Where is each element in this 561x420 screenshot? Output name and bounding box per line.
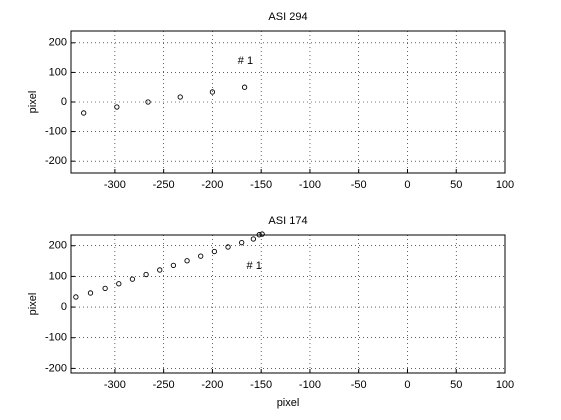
point — [209, 89, 216, 95]
y-tick-label: 200 — [49, 37, 67, 49]
point — [73, 294, 79, 300]
point — [239, 240, 245, 246]
x-axis-label: pixel — [277, 397, 300, 409]
point — [81, 110, 87, 116]
plot-frame — [70, 234, 506, 374]
y-tick-label: 0 — [61, 96, 67, 108]
point — [157, 267, 163, 273]
x-tick-label: -300 — [104, 379, 126, 391]
x-tick-label: 0 — [404, 379, 410, 391]
point — [250, 236, 257, 242]
x-tick-label: -250 — [153, 379, 175, 391]
y-tick-label: 0 — [61, 301, 67, 313]
x-tick-label: -50 — [351, 179, 367, 191]
point — [211, 248, 218, 255]
x-tick-label: -150 — [250, 179, 272, 191]
y-axis-label: pixel — [27, 293, 39, 316]
point — [114, 104, 120, 110]
point — [198, 253, 204, 259]
point — [259, 231, 265, 237]
point — [170, 262, 177, 269]
x-tick-label: -200 — [201, 179, 223, 191]
annotation: # 1 — [247, 260, 262, 272]
x-tick-label: -100 — [299, 379, 321, 391]
x-tick-label: 50 — [450, 179, 462, 191]
point — [241, 84, 248, 90]
point — [116, 281, 122, 287]
y-tick-label: 100 — [49, 66, 67, 78]
annotation: # 1 — [238, 55, 253, 67]
point — [129, 276, 136, 282]
y-tick-label: -100 — [45, 125, 67, 137]
point — [143, 271, 149, 278]
point — [256, 232, 262, 238]
x-tick-label: -250 — [153, 179, 175, 191]
x-tick-label: 100 — [496, 379, 514, 391]
point — [225, 244, 231, 250]
y-tick-label: -200 — [45, 155, 67, 167]
x-tick-label: -150 — [250, 379, 272, 391]
y-axis-label: pixel — [27, 91, 39, 114]
y-tick-label: -200 — [45, 362, 67, 374]
point — [87, 290, 94, 296]
y-tick-label: 100 — [49, 270, 67, 282]
chart-title: ASI 294 — [268, 11, 307, 23]
chart-title: ASI 174 — [268, 215, 307, 227]
x-tick-label: -100 — [299, 179, 321, 191]
y-tick-label: 200 — [49, 240, 67, 252]
x-tick-label: -50 — [351, 379, 367, 391]
point — [102, 285, 108, 292]
x-tick-label: -300 — [104, 179, 126, 191]
x-tick-label: 0 — [404, 179, 410, 191]
point — [184, 258, 190, 264]
x-tick-label: 100 — [496, 179, 514, 191]
x-tick-label: -200 — [201, 379, 223, 391]
point — [145, 99, 151, 105]
point — [177, 94, 183, 100]
x-tick-label: 50 — [450, 379, 462, 391]
y-tick-label: -100 — [45, 332, 67, 344]
